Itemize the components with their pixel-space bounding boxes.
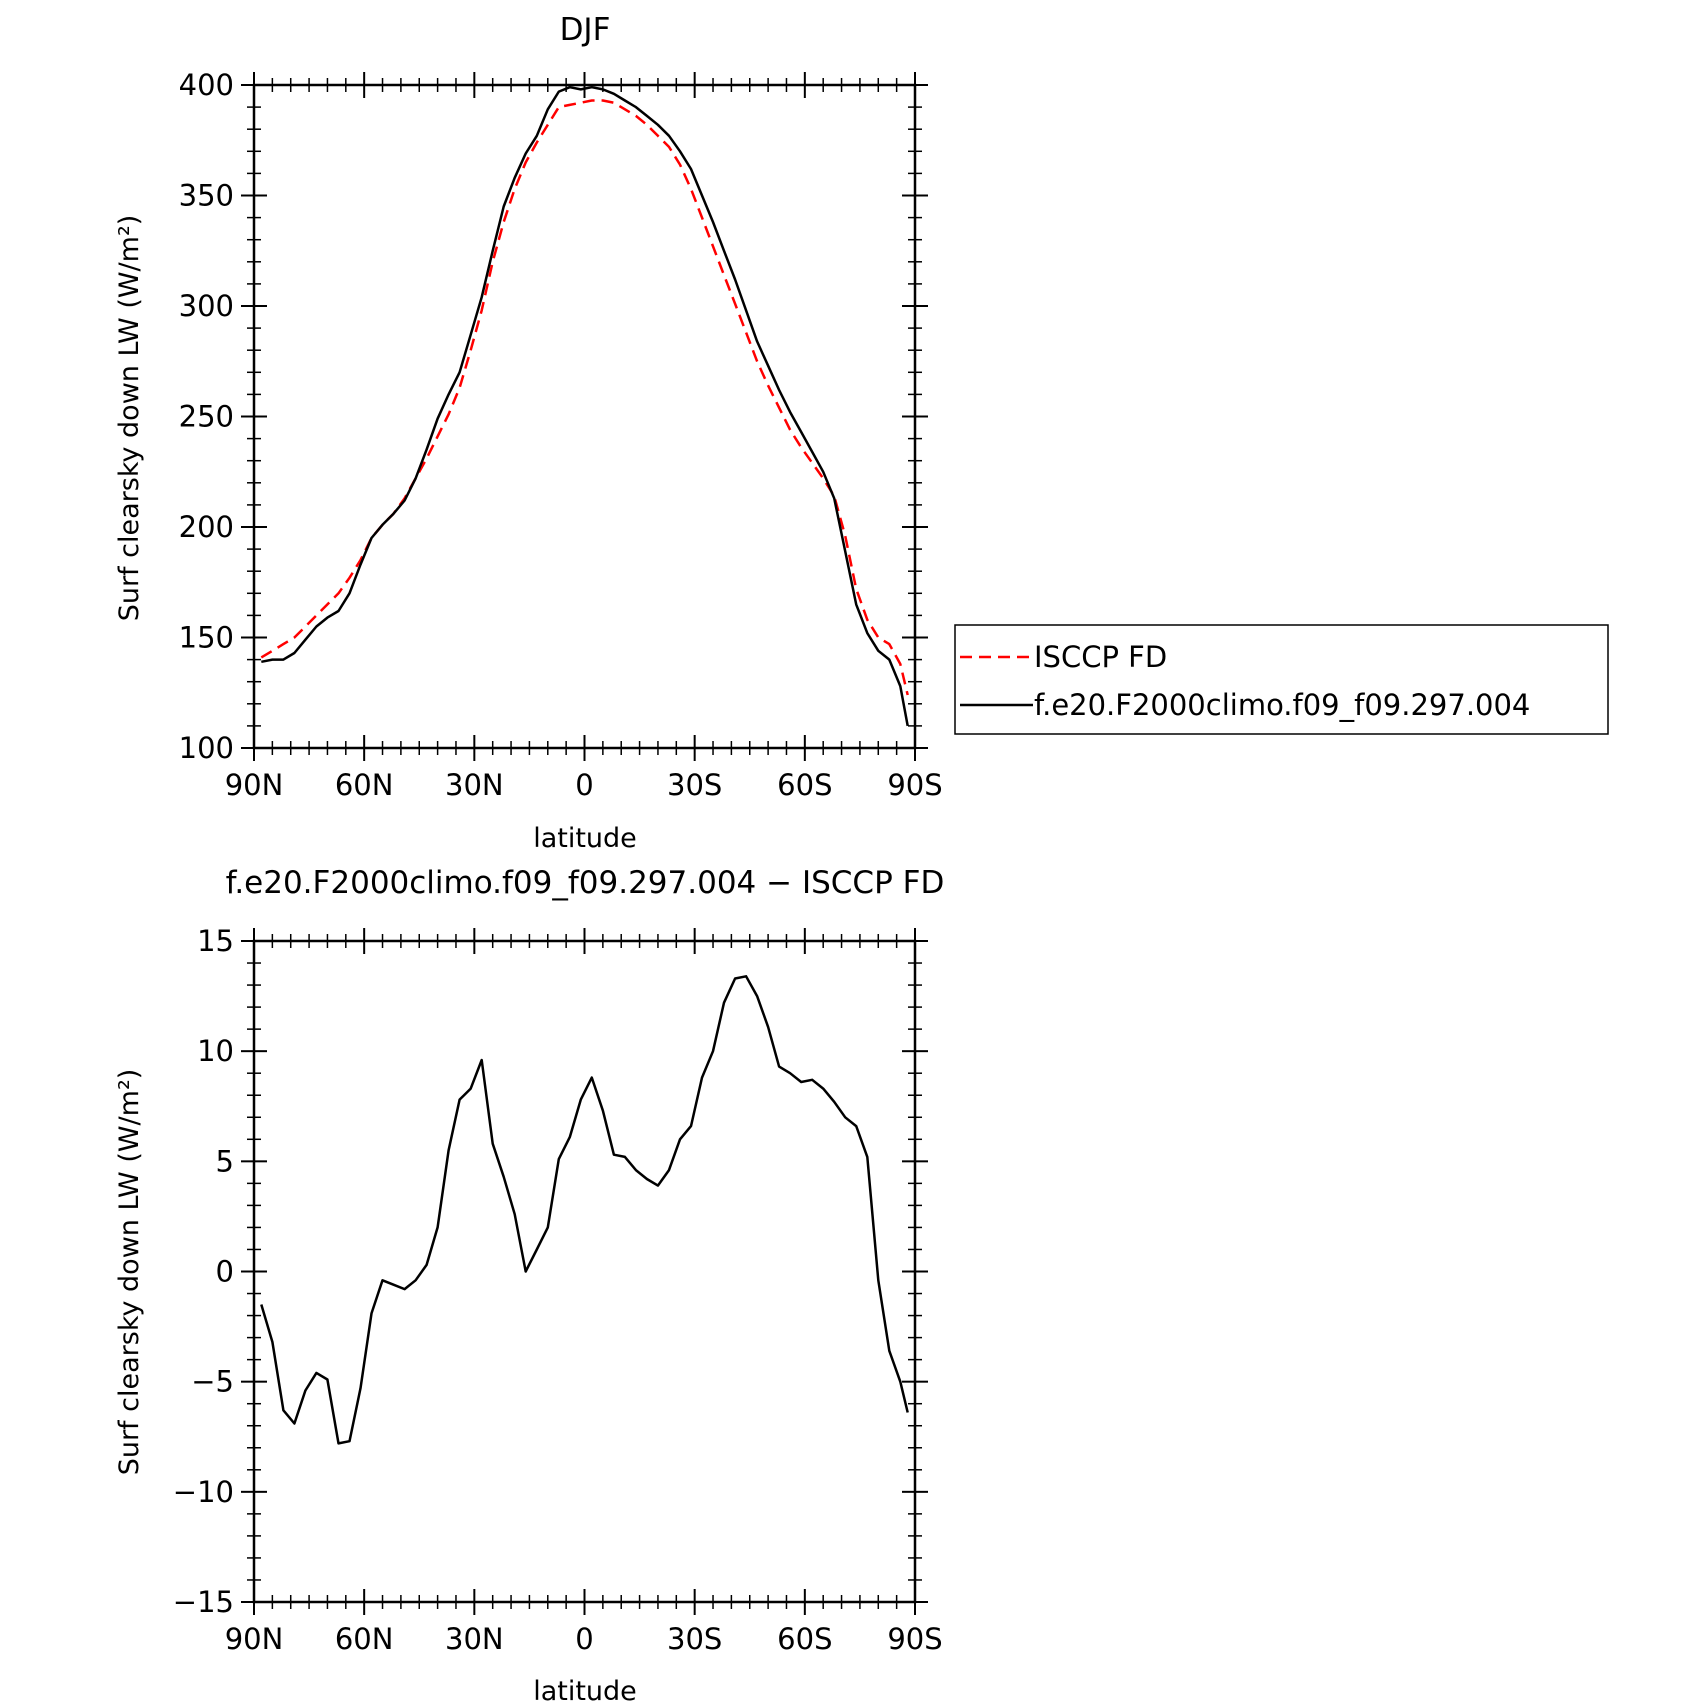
bottom-y-tick-label: 15: [197, 924, 234, 958]
top-y-tick-label: 400: [179, 68, 234, 102]
bottom-x-tick-label: 60N: [335, 1622, 394, 1656]
bottom-x-tick-label: 0: [575, 1622, 593, 1656]
bottom-x-tick-label: 90N: [225, 1622, 284, 1656]
bottom-y-axis-label: Surf clearsky down LW (W/m²): [114, 1069, 145, 1476]
top-chart-title: DJF: [560, 12, 611, 48]
legend-label-isccp: ISCCP FD: [1034, 640, 1167, 674]
top-y-tick-label: 100: [179, 731, 234, 765]
top-series-group: [260, 85, 909, 727]
top-x-tick-label: 30S: [667, 768, 722, 802]
bottom-y-tick-label: 0: [216, 1255, 234, 1289]
top-x-tick-label: 0: [575, 768, 593, 802]
top-x-tick-label: 90N: [225, 768, 284, 802]
top-y-tick-label: 350: [179, 179, 234, 213]
bottom-panel: f.e20.F2000climo.f09_f09.297.004 − ISCCP…: [114, 865, 944, 1702]
bottom-x-tick-label: 30N: [445, 1622, 504, 1656]
bottom-axis-ticks: 90N 60N 30N 0 30S 60S 90S −15 −10 −5 0 5 10 15: [173, 924, 943, 1656]
top-plot-frame: [252, 83, 917, 750]
legend-box: [954, 624, 1609, 735]
series-line-isccp: [260, 99, 909, 696]
top-x-tick-label: 60S: [777, 768, 832, 802]
top-x-tick-label: 60N: [335, 768, 394, 802]
bottom-x-axis-label: latitude: [533, 1676, 637, 1702]
bottom-plot-area: 90N 60N 30N 0 30S 60S 90S −15 −10 −5 0 5 10 15: [173, 924, 943, 1656]
bottom-y-tick-label: 10: [197, 1034, 234, 1068]
bottom-y-tick-label: −5: [191, 1365, 234, 1399]
bottom-y-tick-label: −10: [173, 1475, 234, 1509]
top-y-tick-label: 200: [179, 510, 234, 544]
bottom-x-tick-label: 90S: [887, 1622, 942, 1656]
top-panel: DJF 90N 60N 30N 0 30S 60S 90S 100 150 200 250 300 35…: [114, 12, 1609, 854]
series-line-model: [261, 85, 909, 727]
top-axis-ticks: 90N 60N 30N 0 30S 60S 90S 100 150 200 250 300 350 400: [179, 68, 943, 802]
top-y-axis-label: Surf clearsky down LW (W/m²): [114, 215, 145, 622]
bottom-plot-frame: [252, 939, 917, 1604]
bottom-x-tick-label: 30S: [667, 1622, 722, 1656]
top-y-tick-label: 150: [179, 621, 234, 655]
top-x-tick-label: 90S: [887, 768, 942, 802]
top-plot-area: 90N 60N 30N 0 30S 60S 90S 100 150 200 250 300 350 400: [179, 68, 943, 802]
bottom-x-tick-label: 60S: [777, 1622, 832, 1656]
legend-label-model: f.e20.F2000climo.f09_f09.297.004: [1034, 688, 1530, 722]
bottom-y-tick-label: −15: [173, 1585, 234, 1619]
bottom-series-group: [260, 975, 909, 1445]
top-y-tick-label: 250: [179, 400, 234, 434]
top-x-tick-label: 30N: [445, 768, 504, 802]
top-y-tick-label: 300: [179, 289, 234, 323]
bottom-chart-title: f.e20.F2000climo.f09_f09.297.004 − ISCCP…: [226, 865, 945, 901]
series-line-difference: [260, 975, 909, 1445]
top-x-axis-label: latitude: [533, 823, 637, 854]
legend: ISCCP FD f.e20.F2000climo.f09_f09.297.00…: [954, 624, 1609, 735]
bottom-y-tick-label: 5: [216, 1144, 234, 1178]
